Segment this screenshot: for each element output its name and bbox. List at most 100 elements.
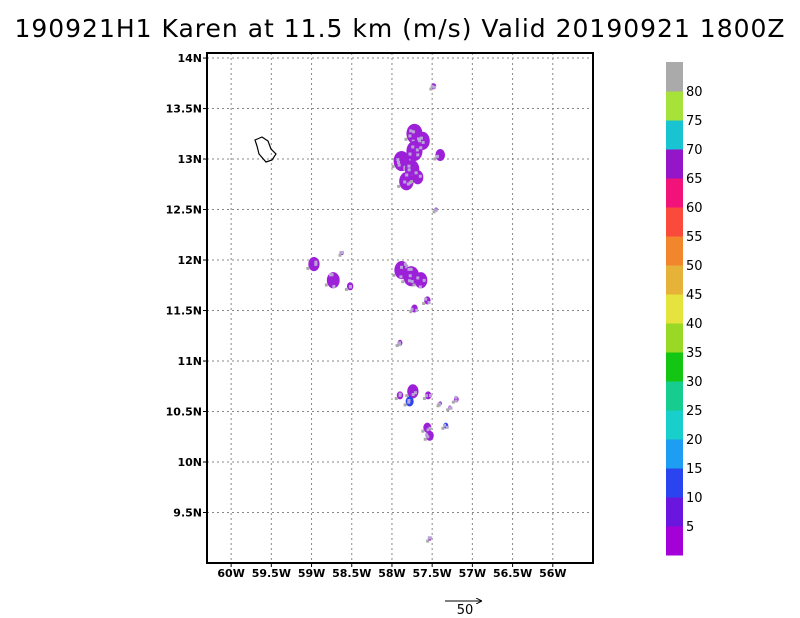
- wind-patch: [421, 422, 432, 433]
- grid-lines: [207, 53, 593, 563]
- wind-edge-cell: [404, 137, 408, 141]
- colorbar-label: 45: [686, 288, 703, 303]
- wind-speckle: [407, 279, 411, 283]
- chart-title: 190921H1 Karen at 11.5 km (m/s) Valid 20…: [14, 14, 786, 43]
- colorbar-segment: [666, 62, 683, 92]
- y-tick-label: 10.5N: [166, 406, 202, 419]
- x-axis-ticks: 60W 59.5W 59W 58.5W 58W 57.5W 57W 56.5W 56W: [217, 563, 567, 580]
- wind-speckle: [434, 208, 438, 212]
- wind-speckle: [397, 160, 401, 164]
- colorbar-label: 65: [686, 172, 703, 187]
- y-axis-ticks: 14N 13.5N 13N 12.5N 12N 11.5N 11N 10.5N 10N 9.5N: [166, 52, 207, 520]
- y-tick-label: 12.5N: [166, 204, 202, 217]
- wind-patch: [344, 282, 354, 291]
- colorbar-segment: [666, 323, 683, 353]
- wind-speckle: [417, 137, 421, 141]
- wind-patch: [306, 257, 320, 272]
- colorbar-label: 30: [686, 375, 703, 390]
- wind-speckle: [428, 426, 432, 430]
- wind-patch: [429, 83, 437, 91]
- wind-edge-cell: [421, 429, 425, 433]
- wind-edge-cell: [344, 287, 348, 291]
- colorbar-label: 75: [686, 114, 703, 129]
- wind-patch-fill: [424, 391, 432, 400]
- wind-speckle: [415, 148, 419, 152]
- wind-speckle: [409, 267, 413, 271]
- x-tick-label: 56W: [539, 567, 566, 580]
- wind-patch: [423, 430, 434, 441]
- colorbar-segment: [666, 149, 683, 179]
- colorbar: 5 10 15 20 25 30 35 40 45 50 55 60 65 70 75 80: [666, 62, 703, 556]
- wind-patch: [410, 170, 424, 185]
- wind-speckle: [429, 394, 433, 398]
- wind-patch: [446, 405, 453, 412]
- plot-frame: [206, 52, 594, 564]
- wind-speckle: [430, 84, 434, 88]
- wind-speckle: [424, 297, 428, 301]
- wind-patch: [394, 391, 404, 400]
- wind-edge-cell: [422, 302, 426, 306]
- y-tick-label: 13N: [177, 153, 202, 166]
- wind-speckle: [398, 393, 402, 397]
- wind-edge-cell: [306, 266, 310, 270]
- wind-edge-cell: [412, 283, 416, 287]
- wind-speckle: [410, 279, 414, 283]
- wind-edge-cell: [422, 396, 426, 400]
- wind-speckle: [445, 425, 449, 429]
- wind-edge-cell: [403, 403, 407, 407]
- colorbar-label: 80: [686, 85, 703, 100]
- wind-patch-fill: [407, 384, 419, 399]
- reference-vector: 50: [445, 601, 481, 618]
- wind-speckle: [398, 343, 402, 347]
- wind-speckle: [425, 433, 429, 437]
- colorbar-segment: [666, 265, 683, 295]
- x-tick-label: 60W: [217, 567, 244, 580]
- colorbar-segment: [666, 207, 683, 237]
- wind-speckle: [405, 265, 409, 269]
- colorbar-label: 5: [686, 520, 694, 535]
- wind-speckle: [400, 265, 404, 269]
- colorbar-label: 25: [686, 404, 703, 419]
- wind-speckle: [426, 435, 430, 439]
- wind-patch: [338, 250, 344, 257]
- wind-patch: [403, 396, 414, 407]
- x-tick-label: 58.5W: [332, 567, 371, 580]
- wind-edge-cell: [429, 87, 433, 91]
- x-tick-label: 56.5W: [493, 567, 532, 580]
- wind-patch: [395, 339, 403, 348]
- wind-speckle: [403, 262, 407, 266]
- x-tick-label: 57.5W: [413, 567, 452, 580]
- wind-speckle: [407, 267, 411, 271]
- colorbar-label: 50: [686, 259, 703, 274]
- wind-speckle: [403, 180, 407, 184]
- wind-speckle: [408, 274, 412, 278]
- wind-speckle: [314, 260, 318, 264]
- wind-speckle: [399, 275, 403, 279]
- colorbar-segment: [666, 439, 683, 469]
- wind-speckle: [406, 182, 410, 186]
- y-tick-label: 13.5N: [166, 103, 202, 116]
- wind-speckle: [419, 146, 423, 150]
- wind-speckle: [416, 153, 420, 157]
- wind-edge-cell: [441, 426, 445, 430]
- colorbar-segment: [666, 526, 683, 556]
- wind-edge-cell: [394, 396, 398, 400]
- wind-speckle: [407, 164, 411, 168]
- wind-speckle: [411, 393, 415, 397]
- wind-patch: [422, 391, 433, 400]
- wind-edge-cell: [397, 184, 401, 188]
- wind-speckle: [435, 155, 439, 159]
- wind-speckle: [454, 399, 458, 403]
- wind-speckle: [427, 301, 431, 305]
- wind-speckle: [407, 168, 411, 172]
- wind-patch: [441, 422, 449, 430]
- wind-patch: [433, 148, 446, 162]
- wind-edge-cell: [423, 437, 427, 441]
- colorbar-label: 40: [686, 317, 703, 332]
- wind-speckle: [426, 428, 430, 432]
- x-tick-label: 59W: [298, 567, 325, 580]
- colorbar-segment: [666, 120, 683, 150]
- wind-patch: [426, 536, 433, 543]
- barbados-coastline: [254, 136, 277, 163]
